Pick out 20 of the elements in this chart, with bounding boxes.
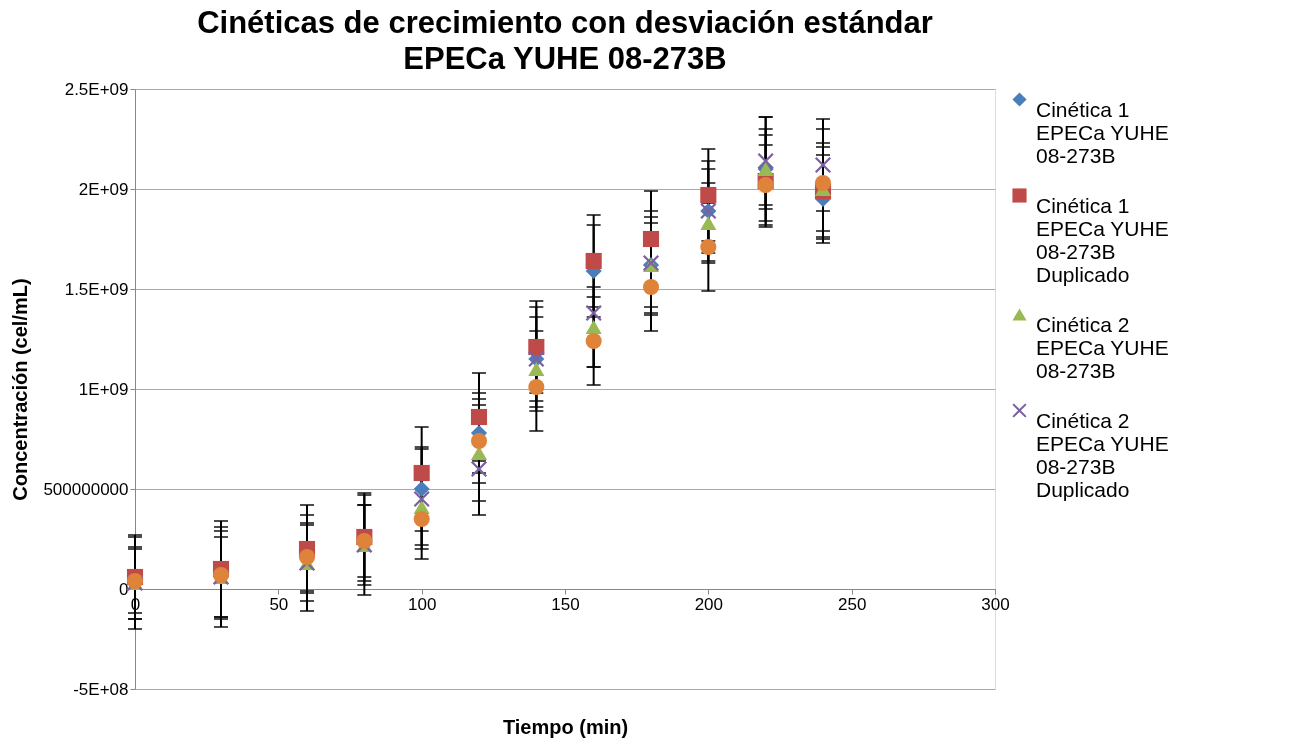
y-tick-label: 500000000 <box>43 479 129 499</box>
legend-label: Cinética 2 EPECa YUHE 08-273B <box>1036 312 1169 382</box>
y-tick-label: 2.5E+09 <box>64 79 129 99</box>
x-tick-label: 300 <box>981 594 1010 614</box>
x-tick-label: 150 <box>551 594 580 614</box>
y-tick-label: 2E+09 <box>78 179 129 199</box>
x-tick-label: 250 <box>837 594 867 614</box>
y-tick-label: 1E+09 <box>78 379 129 399</box>
y-tick-label: 1.5E+09 <box>64 279 129 299</box>
y-tick-label: -5E+08 <box>73 679 129 699</box>
legend-label: Cinética 1 EPECa YUHE 08-273B Duplicado <box>1036 193 1169 286</box>
x-tick-label: 200 <box>694 594 724 614</box>
y-tick-label: 0 <box>119 579 129 599</box>
legend-label: Cinética 2 EPECa YUHE 08-273B Duplicado <box>1036 408 1169 501</box>
chart-title: Cinéticas de crecimiento con desviación estándar EPECa YUHE 08-273B <box>197 5 933 76</box>
y-axis-title: Concentración (cel/mL) <box>9 278 32 501</box>
x-tick-label: 50 <box>269 594 289 614</box>
x-tick-label: 100 <box>407 594 437 614</box>
legend-label: Cinética 1 EPECa YUHE 08-273B <box>1036 97 1169 167</box>
x-axis-title: Tiempo (min) <box>502 715 629 738</box>
